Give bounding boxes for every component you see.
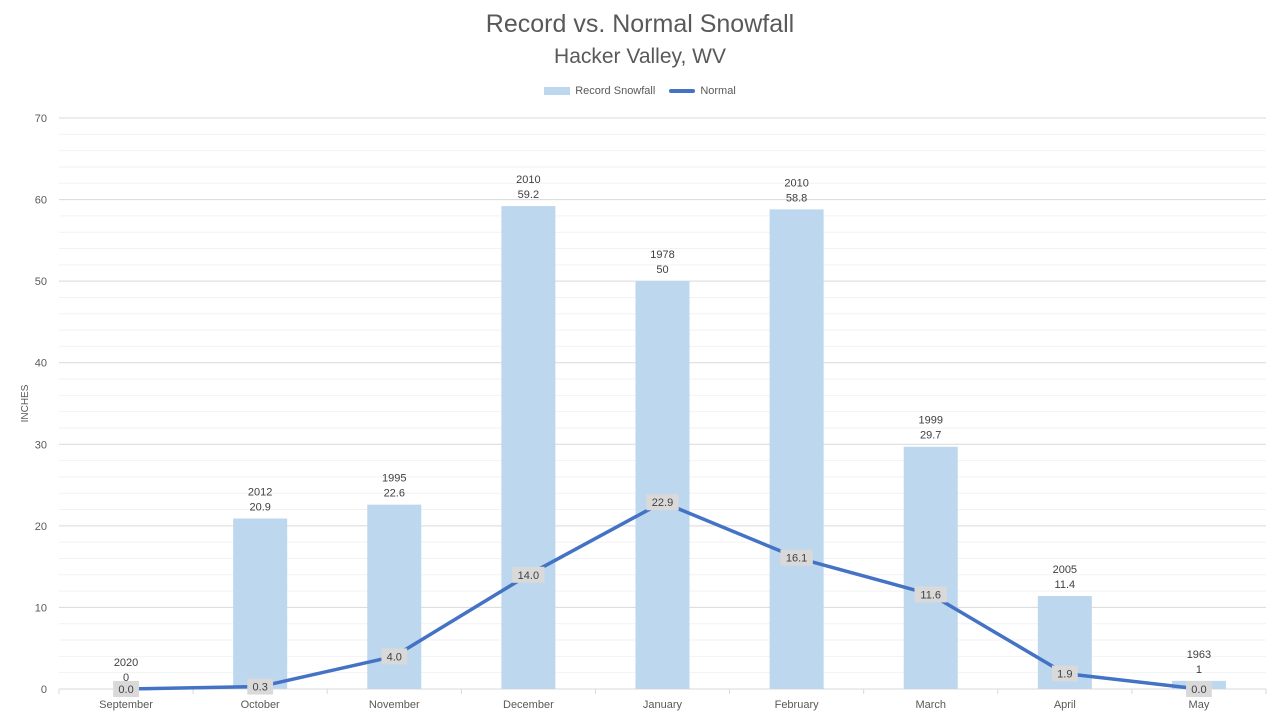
line-label-box (1051, 665, 1078, 682)
bar-year-label: 1963 (1187, 649, 1211, 661)
chart-subtitle: Hacker Valley, WV (554, 45, 726, 68)
y-tick-label: 70 (35, 113, 47, 125)
x-tick-label: May (1189, 699, 1210, 711)
bar-record-snowfall (233, 518, 288, 689)
y-tick-label: 0 (41, 684, 47, 696)
bar-value-label: 58.8 (786, 192, 807, 204)
line-value-label: 16.1 (786, 553, 807, 565)
x-tick-label: September (99, 699, 153, 711)
bar-value-label: 29.7 (920, 430, 941, 442)
x-tick-label: March (915, 699, 946, 711)
chart-title: Record vs. Normal Snowfall (485, 10, 795, 38)
y-tick-label: 30 (35, 439, 47, 451)
bar-value-label: 50 (656, 264, 668, 276)
y-tick-label: 20 (35, 521, 47, 533)
bar-year-label: 1995 (382, 473, 406, 485)
bar-year-label: 1978 (650, 249, 674, 261)
line-value-label: 11.6 (920, 589, 941, 601)
legend-swatch-record (544, 87, 571, 95)
y-axis-label: INCHES (20, 384, 31, 422)
bar-value-label: 22.6 (384, 488, 405, 500)
line-value-label: 4.0 (387, 651, 402, 663)
legend-item-record: Record Snowfall (544, 85, 655, 97)
bar-record-snowfall (903, 446, 958, 689)
legend-label-record: Record Snowfall (575, 85, 656, 97)
line-label-box (914, 586, 947, 603)
line-value-label: 14.0 (518, 570, 539, 582)
y-tick-label: 40 (35, 358, 47, 370)
line-label-box (646, 494, 679, 511)
y-tick-label: 60 (35, 195, 47, 207)
x-tick-label: January (643, 699, 683, 711)
bar-year-label: 2010 (784, 177, 808, 189)
x-tick-label: October (241, 699, 280, 711)
bar-year-label: 2010 (516, 174, 540, 186)
line-value-label: 1.9 (1057, 669, 1072, 681)
bar-year-label: 2020 (114, 657, 138, 669)
x-tick-label: December (503, 699, 554, 711)
x-tick-label: November (369, 699, 420, 711)
legend-label-normal: Normal (700, 85, 736, 97)
legend-swatch-normal (669, 89, 696, 93)
legend: Record Snowfall Normal (0, 85, 1280, 97)
x-tick-label: February (775, 699, 820, 711)
bar-record-snowfall (635, 281, 690, 689)
bar-value-label: 0 (123, 672, 129, 684)
bar-year-label: 2012 (248, 487, 272, 499)
line-label-box (247, 678, 274, 695)
bar-year-label: 1999 (918, 415, 942, 427)
line-value-label: 0.3 (253, 682, 268, 694)
line-label-box (113, 681, 139, 697)
line-value-label: 22.9 (652, 497, 673, 509)
line-value-label: 0.0 (1191, 684, 1206, 696)
bar-value-label: 59.2 (518, 189, 539, 201)
line-label-box (780, 549, 813, 566)
bar-record-snowfall (769, 209, 824, 690)
bar-value-label: 20.9 (249, 502, 270, 514)
x-tick-label: April (1054, 699, 1076, 711)
bar-value-label: 11.4 (1055, 579, 1076, 591)
bar-value-label: 1 (1196, 664, 1202, 676)
y-tick-label: 10 (35, 602, 47, 614)
bar-year-label: 2005 (1053, 564, 1077, 576)
line-label-box (381, 648, 408, 665)
y-tick-label: 50 (35, 276, 47, 288)
bar-record-snowfall (501, 206, 556, 689)
line-label-box (512, 566, 545, 583)
legend-item-normal: Normal (669, 85, 736, 97)
line-value-label: 0.0 (118, 684, 133, 696)
line-label-box (1186, 681, 1212, 697)
